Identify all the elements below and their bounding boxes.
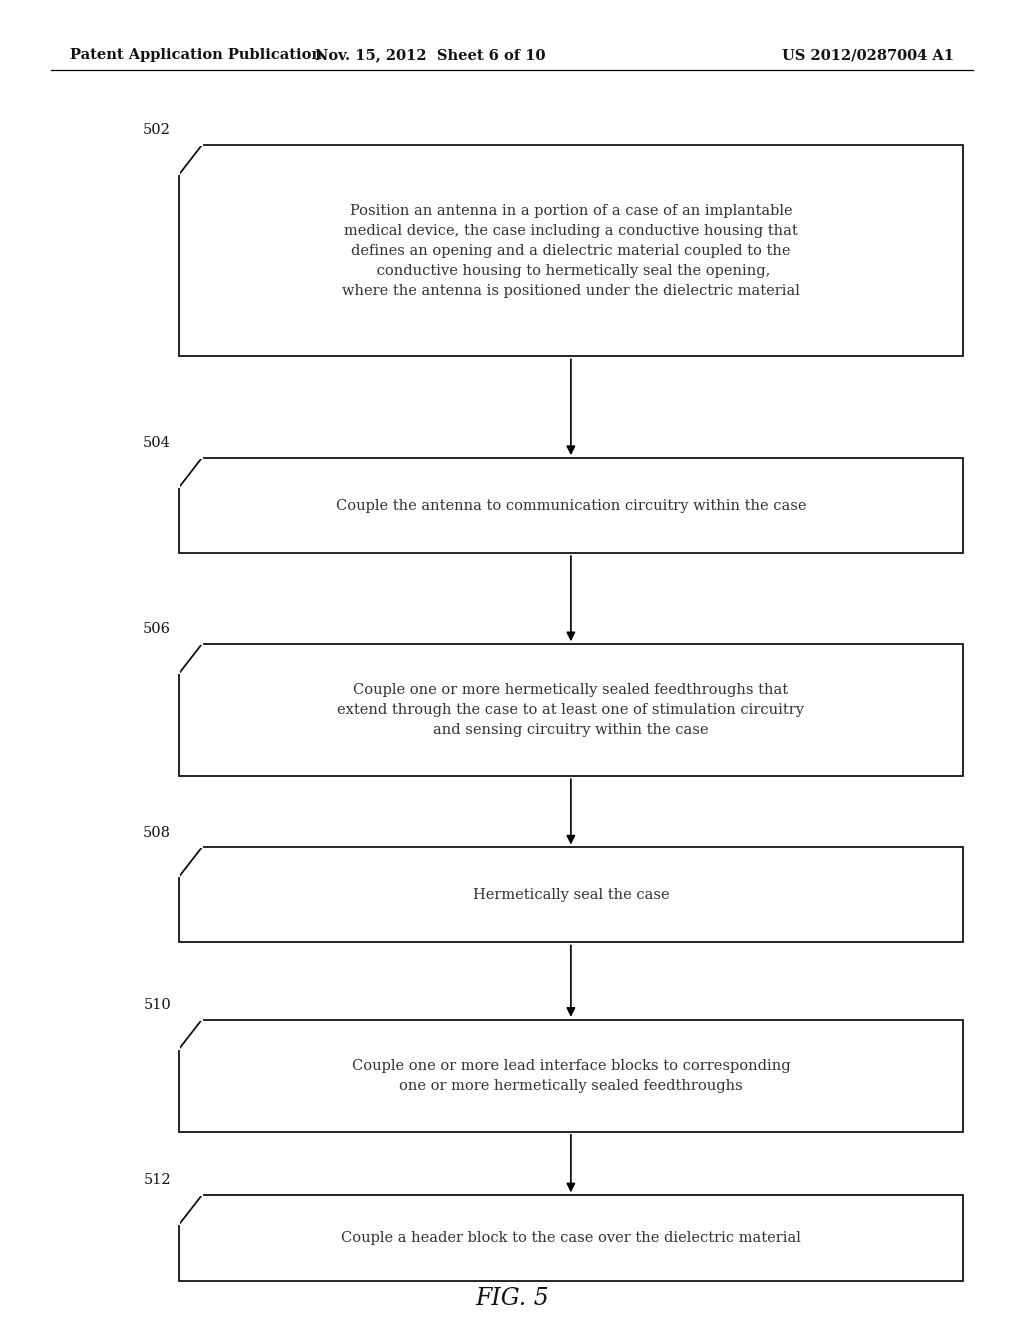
Text: Position an antenna in a portion of a case of an implantable
medical device, the: Position an antenna in a portion of a ca… (342, 203, 800, 298)
Text: Couple the antenna to communication circuitry within the case: Couple the antenna to communication circ… (336, 499, 806, 512)
Polygon shape (179, 644, 202, 673)
Text: 508: 508 (143, 825, 171, 840)
Text: 506: 506 (143, 622, 171, 636)
Text: 512: 512 (143, 1173, 171, 1188)
Polygon shape (179, 847, 202, 876)
Polygon shape (179, 458, 202, 487)
Polygon shape (179, 1196, 202, 1225)
Text: Couple one or more hermetically sealed feedthroughs that
extend through the case: Couple one or more hermetically sealed f… (337, 684, 805, 737)
Text: 502: 502 (143, 123, 171, 137)
Polygon shape (179, 145, 202, 174)
Text: 504: 504 (143, 436, 171, 450)
Bar (179, 1020, 963, 1133)
Text: Hermetically seal the case: Hermetically seal the case (472, 888, 670, 902)
Bar (179, 1196, 963, 1280)
Bar (179, 644, 963, 776)
Text: Couple one or more lead interface blocks to corresponding
one or more hermetical: Couple one or more lead interface blocks… (351, 1059, 791, 1093)
Bar (179, 847, 963, 942)
Text: Patent Application Publication: Patent Application Publication (70, 49, 322, 62)
Bar (179, 145, 963, 356)
Bar (179, 458, 963, 553)
Text: US 2012/0287004 A1: US 2012/0287004 A1 (782, 49, 954, 62)
Text: 510: 510 (143, 998, 171, 1011)
Polygon shape (179, 1020, 202, 1048)
Text: Nov. 15, 2012  Sheet 6 of 10: Nov. 15, 2012 Sheet 6 of 10 (314, 49, 546, 62)
Text: Couple a header block to the case over the dielectric material: Couple a header block to the case over t… (341, 1232, 801, 1245)
Text: FIG. 5: FIG. 5 (475, 1287, 549, 1311)
